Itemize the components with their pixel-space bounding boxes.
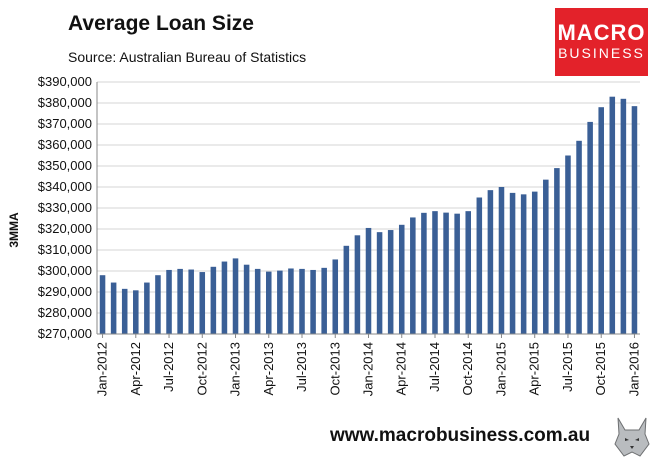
bar — [310, 269, 316, 334]
x-tick-label: Jan-2015 — [493, 342, 508, 396]
bar — [155, 275, 161, 334]
bar — [410, 217, 416, 334]
y-tick-labels: $270,000 $280,000 $290,000 $300,000 $310,000… — [38, 74, 92, 341]
bar — [332, 259, 339, 334]
bar — [421, 212, 427, 334]
bar — [443, 212, 449, 334]
y-tick-label: $290,000 — [38, 284, 92, 299]
bar — [598, 107, 604, 334]
y-tick-label: $390,000 — [38, 74, 92, 89]
bar — [133, 290, 139, 334]
y-tick-label: $270,000 — [38, 326, 92, 341]
y-tick-label: $340,000 — [38, 179, 92, 194]
bar — [210, 266, 217, 334]
website-url: www.macrobusiness.com.au — [330, 425, 591, 446]
bar — [476, 197, 483, 334]
bar — [554, 168, 560, 334]
bar — [321, 267, 327, 334]
bar — [188, 269, 194, 334]
brand-line1: MACRO — [557, 20, 646, 45]
x-tick-label: Apr-2014 — [394, 342, 409, 395]
x-tick-label: Jul-2014 — [427, 342, 442, 392]
bar — [221, 261, 228, 334]
bar — [387, 230, 394, 334]
x-tick-label: Apr-2013 — [261, 342, 276, 395]
bar — [520, 194, 527, 334]
bar — [288, 268, 294, 334]
bar — [543, 179, 549, 334]
bar — [144, 282, 150, 334]
x-tick-label: Jan-2014 — [361, 342, 376, 396]
y-tick-label: $330,000 — [38, 200, 92, 215]
brand-logo: MACRO BUSINESS — [555, 8, 648, 76]
y-axis-label: 3MMA — [7, 212, 21, 248]
bar — [110, 282, 117, 334]
bar — [620, 98, 627, 334]
y-tick-label: $360,000 — [38, 137, 92, 152]
bar — [531, 191, 538, 334]
x-tick-label: Oct-2012 — [194, 342, 209, 395]
y-tick-label: $380,000 — [38, 95, 92, 110]
bar — [365, 227, 372, 334]
bar — [454, 213, 460, 334]
x-tick-labels: Jan-2012 Apr-2012 Jul-2012 Oct-2012 Jan-2013… — [95, 334, 641, 396]
bar — [99, 275, 106, 334]
brand-line2: BUSINESS — [558, 45, 645, 61]
x-tick-label: Jan-2013 — [228, 342, 243, 396]
bar — [487, 190, 494, 334]
y-tick-label: $300,000 — [38, 263, 92, 278]
bar — [177, 268, 183, 334]
x-tick-label: Jul-2015 — [560, 342, 575, 392]
bar — [354, 235, 361, 334]
wolf-icon — [614, 417, 650, 457]
bar — [166, 269, 172, 334]
bar — [277, 270, 283, 334]
x-tick-label: Jan-2012 — [95, 342, 110, 396]
x-tick-label: Oct-2013 — [327, 342, 342, 395]
y-tick-label: $320,000 — [38, 221, 92, 236]
bar — [299, 268, 305, 334]
y-tick-label: $280,000 — [38, 305, 92, 320]
bar — [509, 192, 516, 334]
bar — [121, 288, 128, 334]
bar — [376, 232, 383, 334]
bar — [343, 245, 350, 334]
bar — [432, 211, 438, 334]
bar-series — [99, 96, 638, 335]
bar — [265, 271, 272, 334]
bar — [254, 268, 261, 334]
bar — [498, 187, 505, 334]
bar — [232, 258, 239, 334]
chart-subtitle: Source: Australian Bureau of Statistics — [68, 49, 307, 65]
bar — [631, 106, 638, 335]
x-tick-label: Jul-2012 — [161, 342, 176, 392]
x-tick-label: Apr-2015 — [527, 342, 542, 395]
bar — [465, 211, 472, 334]
y-tick-label: $350,000 — [38, 158, 92, 173]
bar — [199, 272, 206, 334]
bar — [587, 121, 593, 335]
chart-title: Average Loan Size — [68, 12, 254, 35]
bar — [243, 264, 250, 334]
bar — [609, 96, 616, 334]
x-tick-label: Jan-2016 — [626, 342, 641, 396]
x-tick-label: Oct-2015 — [593, 342, 608, 395]
y-tick-label: $370,000 — [38, 116, 92, 131]
y-tick-label: $310,000 — [38, 242, 92, 257]
bar — [565, 155, 571, 334]
x-tick-label: Jul-2013 — [294, 342, 309, 392]
x-tick-label: Apr-2012 — [128, 342, 143, 395]
bar — [398, 224, 405, 334]
x-tick-label: Oct-2014 — [460, 342, 475, 395]
bar — [576, 140, 582, 334]
